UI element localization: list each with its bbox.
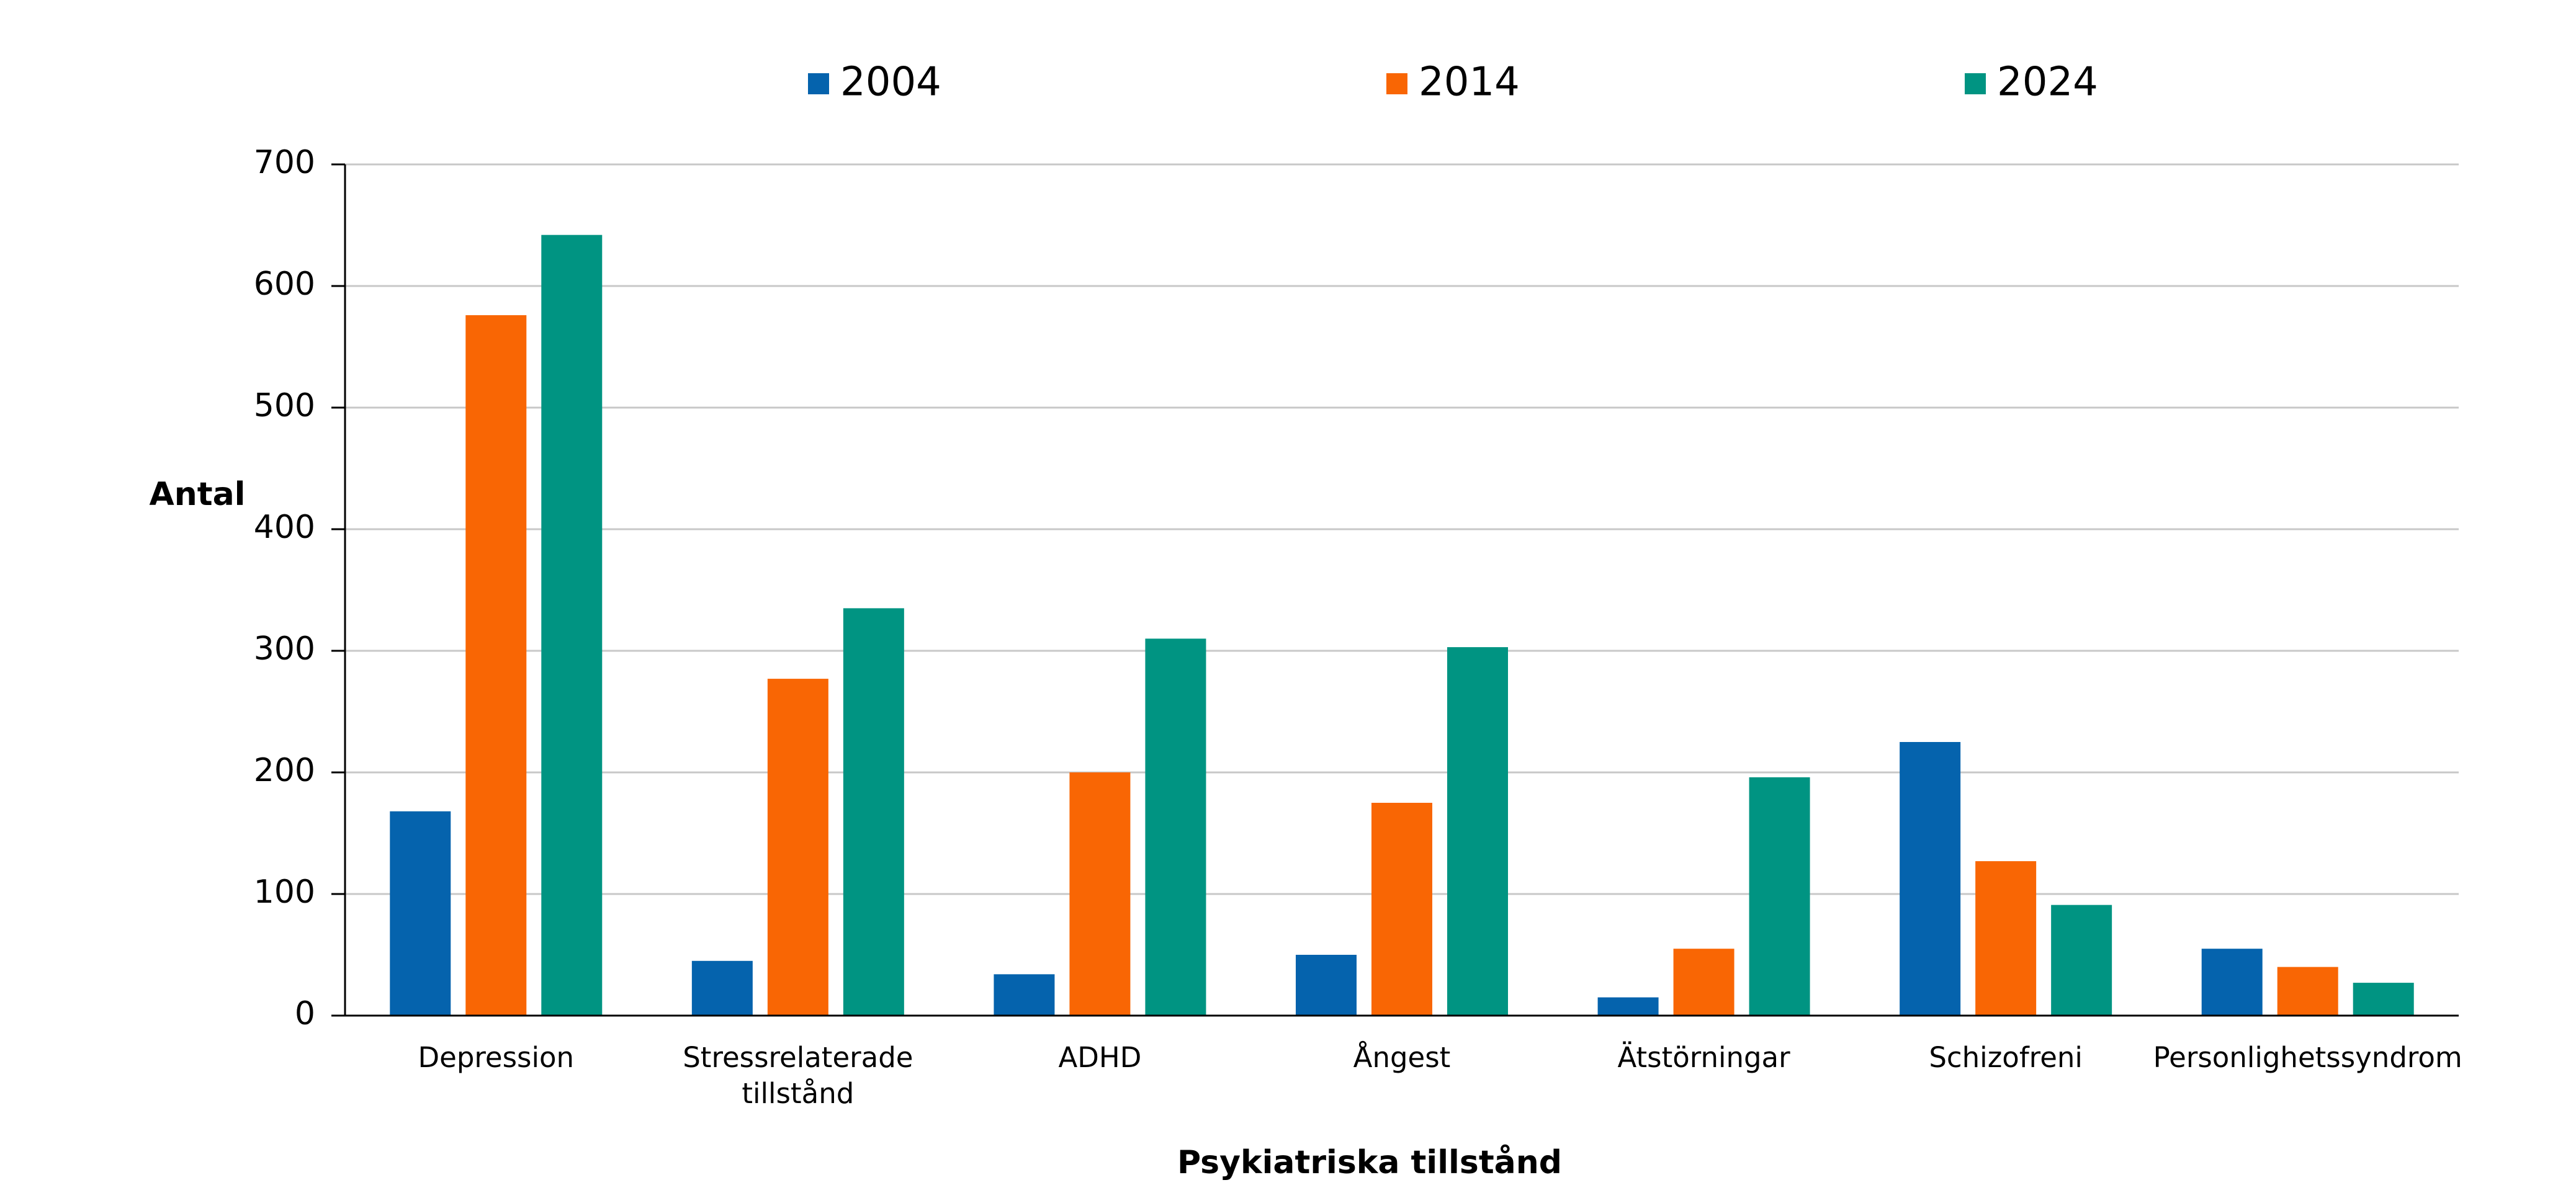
legend-label-2014: 2014 [1419,60,1520,105]
y-tick-label: 300 [254,630,315,668]
bar-2024-0 [541,235,603,1016]
y-tick-label: 500 [254,387,315,424]
x-category-label: Depression [418,1041,575,1074]
x-category-label-line: Depression [418,1041,575,1074]
bar-2004-6 [2201,949,2263,1016]
y-tick-label: 400 [254,509,315,546]
axes [331,164,2459,1017]
bar-2014-4 [1673,949,1735,1016]
x-category-label: Personlighetssyndrom [2153,1041,2462,1074]
bar-2024-6 [2353,983,2414,1016]
bar-2024-2 [1145,638,1206,1016]
y-axis-ticks: 0 100 200 300 400 500 600 700 [254,144,345,1032]
legend-label-2004: 2004 [840,60,941,105]
bar-2014-2 [1069,772,1131,1016]
x-category-label-line: Personlighetssyndrom [2153,1041,2462,1074]
x-category-label: Stressrelaterade tillstånd [683,1041,913,1110]
x-category-label-line: Ätstörningar [1617,1041,1790,1074]
x-category-label: Ångest [1353,1041,1451,1074]
y-tick-label: 600 [254,266,315,303]
bars [390,235,2414,1016]
bar-2014-0 [465,315,527,1016]
y-tick-label: 200 [254,752,315,789]
x-category-label-line: Ångest [1353,1041,1451,1074]
bar-2004-3 [1296,955,1357,1016]
bar-2014-3 [1371,803,1432,1016]
x-axis-title: Psykiatriska tillstånd [1177,1144,1562,1181]
bar-2004-0 [390,811,451,1016]
x-axis-category-labels: Depression Stressrelaterade tillstånd ADHD Å… [418,1041,2462,1110]
bar-2014-6 [2277,967,2338,1016]
bar-2024-3 [1447,647,1508,1016]
bar-2014-5 [1975,861,2037,1016]
y-tick-label: 700 [254,144,315,181]
y-axis-title: Antal [149,476,245,513]
bar-2004-1 [691,960,753,1016]
x-category-label-line: ADHD [1058,1041,1141,1074]
legend-label-2024: 2024 [1997,60,2098,105]
bar-2024-1 [843,608,904,1016]
x-category-label: Schizofreni [1929,1041,2083,1074]
bar-2004-4 [1597,997,1659,1016]
y-tick-label: 0 [295,995,315,1032]
x-category-label-line: Stressrelaterade [683,1041,913,1074]
y-tick-label: 100 [254,874,315,911]
chart-legend: 2004 2014 2024 [808,60,2098,105]
legend-swatch-2014 [1386,73,1407,94]
bar-2024-5 [2051,905,2112,1016]
bar-2024-4 [1749,777,1810,1016]
legend-swatch-2024 [1965,73,1986,94]
x-category-label-line: tillstånd [742,1077,854,1110]
bar-2004-2 [994,974,1055,1016]
legend-swatch-2004 [808,73,829,94]
x-category-label: Ätstörningar [1617,1041,1790,1074]
grid-lines [345,163,2459,895]
x-category-label-line: Schizofreni [1929,1041,2083,1074]
x-category-label: ADHD [1058,1041,1141,1074]
bar-2014-1 [767,679,828,1016]
bar-2004-5 [1900,742,1961,1016]
